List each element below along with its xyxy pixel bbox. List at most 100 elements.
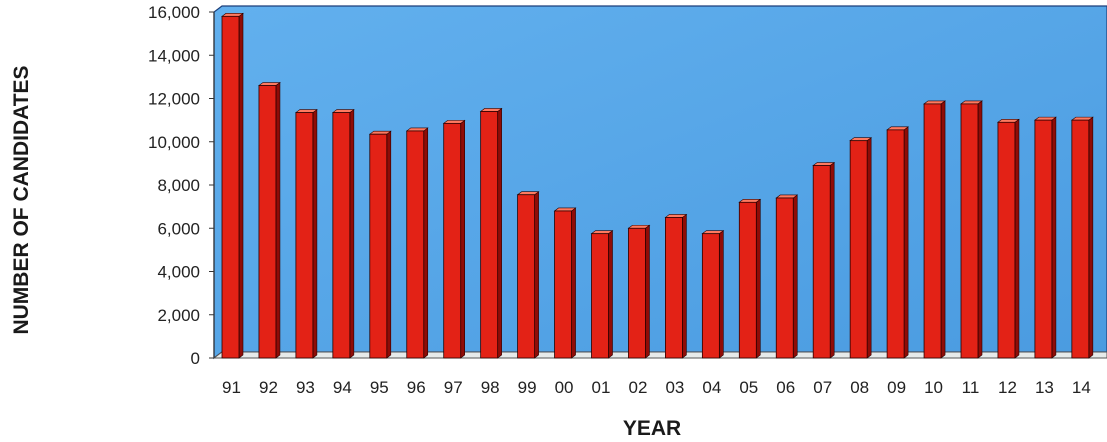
bar-front — [849, 140, 868, 359]
y-tick-label: 14,000 — [148, 46, 200, 65]
bar-97 — [442, 119, 466, 359]
y-tick-label: 0 — [191, 349, 200, 368]
y-tick-label: 12,000 — [148, 90, 200, 109]
bar-side — [460, 119, 466, 359]
x-tick-label: 99 — [518, 378, 537, 397]
bar-front — [480, 111, 499, 359]
bar-top — [664, 214, 688, 218]
bar-side — [977, 100, 983, 359]
bar-front — [775, 197, 794, 359]
y-axis-ticks: 0 2,000 4,000 6,000 8,000 10,000 12,000 14,000 1… — [148, 3, 214, 368]
y-tick-label: 4,000 — [157, 263, 200, 282]
bar-01 — [590, 230, 614, 359]
bar-09 — [886, 126, 909, 359]
bar-front — [628, 227, 646, 359]
bar-side — [571, 207, 576, 359]
y-tick-label: 16,000 — [148, 3, 200, 22]
bar-13 — [1034, 116, 1057, 359]
bar-side — [1014, 118, 1020, 359]
bar-10 — [923, 100, 946, 359]
bar-front — [443, 122, 462, 359]
bar-top — [294, 109, 318, 113]
x-tick-label: 96 — [407, 378, 426, 397]
bar-top — [886, 126, 909, 131]
bar-side — [497, 107, 502, 359]
bar-side — [1088, 116, 1094, 359]
bar-02 — [627, 224, 651, 359]
y-axis-title: NUMBER OF CANDIDATES — [10, 65, 33, 334]
bar-94 — [331, 108, 355, 359]
y-tick-label: 8,000 — [157, 176, 200, 195]
bar-front — [812, 165, 831, 359]
x-tick-label: 06 — [776, 378, 795, 397]
bar-side — [423, 127, 429, 359]
bar-front — [295, 112, 314, 359]
bar-96 — [405, 127, 429, 359]
bar-top — [258, 82, 281, 86]
x-tick-label: 94 — [333, 378, 352, 397]
bar-front — [738, 201, 757, 359]
bar-top — [812, 162, 836, 166]
bar-top — [960, 100, 983, 105]
bar-top — [516, 191, 540, 196]
bar-top — [405, 127, 429, 132]
bar-99 — [516, 191, 540, 359]
x-tick-label: 92 — [259, 378, 278, 397]
x-tick-label: 01 — [592, 378, 611, 397]
x-tick-label: 03 — [665, 378, 684, 397]
bar-front — [923, 103, 942, 359]
plot-floor — [212, 351, 1107, 359]
bar-08 — [849, 137, 873, 359]
x-tick-label: 02 — [628, 378, 647, 397]
y-tick-label: 10,000 — [148, 133, 200, 152]
bar-91 — [221, 12, 244, 359]
bar-06 — [775, 194, 799, 359]
x-tick-label: 14 — [1072, 378, 1091, 397]
bar-top — [775, 194, 799, 199]
bar-93 — [294, 108, 318, 359]
x-axis-title: YEAR — [623, 417, 681, 440]
x-tick-label: 00 — [555, 378, 574, 397]
x-tick-label: 07 — [813, 378, 832, 397]
x-tick-label: 95 — [370, 378, 389, 397]
bar-front — [369, 133, 388, 359]
bar-top — [1070, 116, 1094, 121]
bar-top — [849, 137, 873, 141]
x-tick-label: 98 — [481, 378, 500, 397]
x-tick-label: 97 — [444, 378, 463, 397]
bar-front — [665, 217, 683, 359]
bar-11 — [960, 100, 983, 359]
bar-side — [1051, 116, 1057, 359]
bar-top — [923, 100, 946, 105]
bar-front — [406, 130, 425, 359]
bar-front — [997, 121, 1016, 359]
bar-07 — [812, 161, 836, 359]
bar-side — [238, 12, 244, 359]
bar-04 — [701, 230, 725, 359]
bar-side — [903, 126, 909, 359]
x-tick-label: 08 — [850, 378, 869, 397]
bar-top — [997, 118, 1020, 123]
x-axis-ticks: 91 92 93 94 95 96 97 98 99 00 01 02 03 04 05 06 07 08 09 10… — [222, 378, 1091, 397]
x-tick-label: 13 — [1035, 378, 1054, 397]
bar-top — [738, 199, 762, 203]
bar-98 — [479, 107, 503, 359]
bar-top — [553, 207, 577, 212]
bar-95 — [368, 130, 392, 359]
bar-side — [349, 108, 355, 359]
bar-front — [517, 194, 535, 359]
bar-side — [645, 224, 650, 359]
bar-front — [258, 85, 277, 359]
y-tick-label: 2,000 — [157, 306, 200, 325]
bar-12 — [997, 118, 1020, 359]
x-tick-label: 05 — [739, 378, 758, 397]
bar-top — [368, 130, 392, 135]
bar-side — [275, 81, 281, 359]
bar-05 — [738, 198, 762, 359]
bar-top — [1034, 116, 1057, 121]
bar-top — [701, 230, 725, 234]
x-tick-label: 04 — [702, 378, 721, 397]
bar-side — [682, 213, 687, 359]
bar-side — [608, 230, 613, 359]
